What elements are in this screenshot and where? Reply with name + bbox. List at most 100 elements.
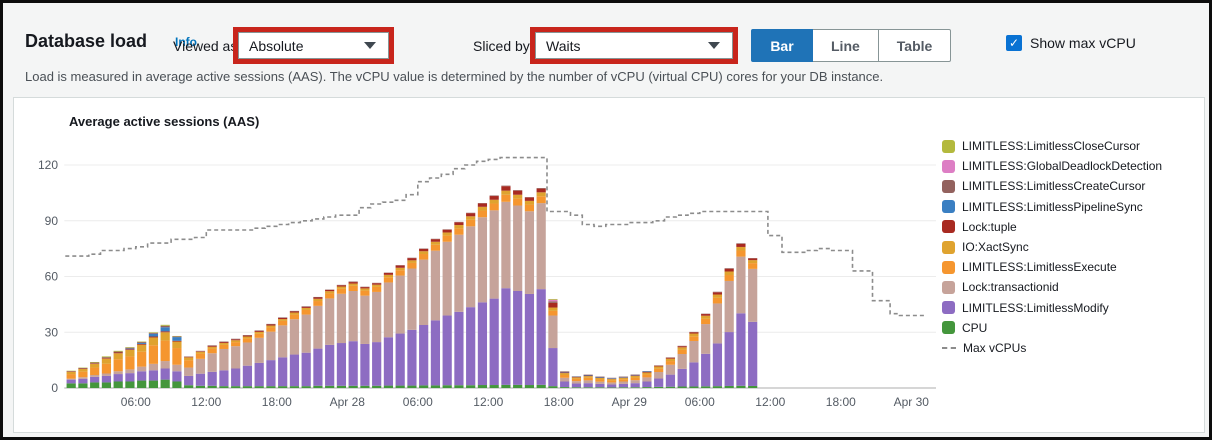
aas-bars[interactable] — [66, 185, 758, 388]
bar-segment[interactable] — [642, 372, 652, 373]
bar-segment[interactable] — [184, 360, 194, 368]
bar-segment[interactable] — [383, 277, 394, 283]
bar-segment[interactable] — [395, 267, 405, 271]
bar-segment[interactable] — [160, 325, 170, 328]
bar-segment[interactable] — [571, 383, 582, 388]
bar-segment[interactable] — [748, 263, 758, 269]
bar-segment[interactable] — [677, 368, 687, 387]
bar-segment[interactable] — [583, 376, 593, 378]
bar-segment[interactable] — [419, 325, 429, 386]
bar-segment[interactable] — [125, 348, 135, 350]
bar-segment[interactable] — [548, 302, 558, 308]
bar-segment[interactable] — [665, 386, 676, 388]
bar-segment[interactable] — [383, 282, 394, 338]
bar-segment[interactable] — [313, 297, 323, 299]
bar-segment[interactable] — [172, 348, 182, 365]
bar-segment[interactable] — [548, 315, 558, 349]
bar-segment[interactable] — [489, 199, 499, 204]
bar-segment[interactable] — [137, 371, 147, 381]
bar-segment[interactable] — [254, 362, 264, 387]
bar-segment[interactable] — [712, 343, 723, 387]
bar-segment[interactable] — [66, 379, 76, 384]
bar-segment[interactable] — [560, 387, 570, 388]
bar-segment[interactable] — [160, 340, 170, 362]
bar-segment[interactable] — [219, 342, 229, 344]
bar-segment[interactable] — [583, 374, 593, 376]
bar-segment[interactable] — [395, 265, 405, 268]
bar-segment[interactable] — [442, 315, 452, 386]
bar-segment[interactable] — [736, 243, 746, 244]
bar-segment[interactable] — [184, 367, 194, 376]
bar-segment[interactable] — [254, 337, 264, 363]
bar-segment[interactable] — [219, 370, 229, 387]
bar-segment[interactable] — [148, 370, 159, 381]
bar-segment[interactable] — [160, 332, 170, 341]
bar-segment[interactable] — [736, 256, 746, 314]
bar-segment[interactable] — [430, 239, 441, 242]
bar-segment[interactable] — [524, 211, 535, 294]
bar-segment[interactable] — [254, 386, 264, 388]
bar-segment[interactable] — [360, 290, 370, 296]
bar-segment[interactable] — [101, 373, 112, 376]
bar-segment[interactable] — [113, 371, 123, 375]
bar-segment[interactable] — [524, 200, 535, 205]
bar-segment[interactable] — [712, 294, 723, 298]
bar-segment[interactable] — [677, 353, 687, 369]
bar-segment[interactable] — [607, 378, 617, 379]
bar-segment[interactable] — [254, 330, 264, 332]
bar-segment[interactable] — [466, 307, 476, 386]
bar-segment[interactable] — [219, 343, 229, 345]
bar-segment[interactable] — [336, 343, 347, 386]
bar-segment[interactable] — [442, 229, 452, 233]
bar-segment[interactable] — [583, 387, 593, 388]
bar-segment[interactable] — [630, 377, 640, 381]
bar-segment[interactable] — [430, 250, 441, 321]
bar-segment[interactable] — [301, 306, 311, 307]
bar-segment[interactable] — [66, 374, 76, 379]
bar-segment[interactable] — [489, 385, 499, 388]
bar-segment[interactable] — [207, 348, 217, 354]
bar-segment[interactable] — [336, 286, 347, 289]
bar-segment[interactable] — [642, 374, 652, 378]
bar-segment[interactable] — [289, 386, 300, 388]
bar-segment[interactable] — [148, 333, 159, 337]
aas-stacked-bar-chart[interactable]: 0 30 60 90 120 06:00 12:00 18:00 Apr 28 06:00 12:0… — [14, 98, 1206, 434]
bar-segment[interactable] — [231, 340, 241, 343]
bar-segment[interactable] — [466, 226, 476, 308]
bar-segment[interactable] — [348, 385, 358, 388]
bar-segment[interactable] — [207, 371, 217, 386]
bar-segment[interactable] — [242, 335, 253, 336]
bar-segment[interactable] — [454, 222, 464, 226]
bar-segment[interactable] — [254, 330, 264, 331]
bar-segment[interactable] — [113, 351, 123, 353]
bar-segment[interactable] — [560, 371, 570, 372]
bar-segment[interactable] — [195, 351, 206, 354]
bar-segment[interactable] — [583, 380, 593, 384]
bar-segment[interactable] — [266, 325, 276, 328]
bar-segment[interactable] — [348, 281, 358, 283]
bar-segment[interactable] — [301, 309, 311, 315]
bar-segment[interactable] — [607, 380, 617, 383]
bar-segment[interactable] — [254, 333, 264, 338]
bar-segment[interactable] — [242, 338, 253, 343]
bar-segment[interactable] — [231, 346, 241, 369]
bar-segment[interactable] — [195, 373, 206, 386]
bar-segment[interactable] — [701, 318, 711, 325]
bar-segment[interactable] — [395, 275, 405, 334]
bar-segment[interactable] — [278, 317, 288, 318]
bar-segment[interactable] — [583, 383, 593, 388]
bar-segment[interactable] — [231, 386, 241, 388]
bar-segment[interactable] — [724, 332, 734, 386]
bar-segment[interactable] — [524, 204, 535, 212]
bar-segment[interactable] — [90, 363, 100, 364]
bar-segment[interactable] — [137, 343, 147, 344]
bar-segment[interactable] — [736, 246, 746, 251]
bar-segment[interactable] — [689, 332, 699, 334]
bar-segment[interactable] — [101, 358, 112, 359]
bar-segment[interactable] — [372, 283, 382, 285]
bar-segment[interactable] — [336, 288, 347, 294]
bar-segment[interactable] — [548, 310, 558, 316]
show-max-vcpu-checkbox[interactable]: ✓ — [1006, 35, 1022, 51]
bar-segment[interactable] — [289, 312, 300, 315]
bar-segment[interactable] — [724, 385, 734, 388]
